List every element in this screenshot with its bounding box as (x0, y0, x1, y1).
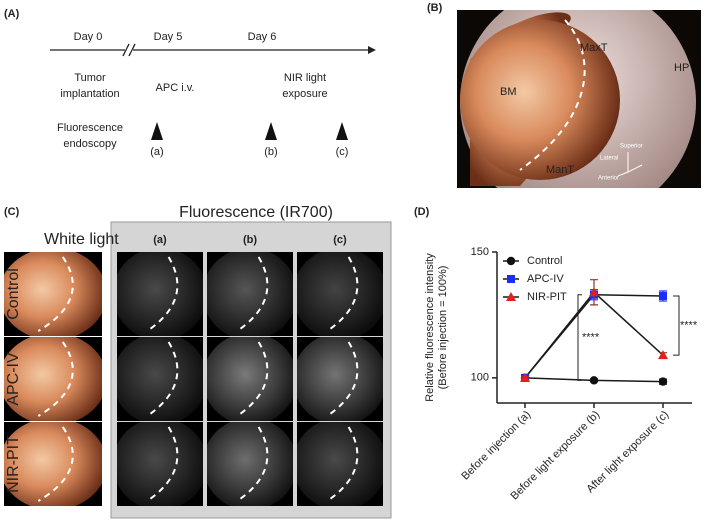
scope-view (117, 337, 203, 421)
marker (506, 292, 516, 301)
panel-label: (D) (414, 206, 430, 218)
boundary-line (37, 256, 74, 332)
endoscopy-image (4, 252, 102, 336)
endoscopy-image (207, 422, 293, 506)
column-label: (b) (243, 234, 257, 246)
legend-label: NIR-PIT (527, 291, 567, 303)
boundary-line (37, 341, 74, 417)
row-label: NIR-PIT (5, 435, 22, 493)
fluorescence-title: Fluorescence (IR700) (179, 204, 333, 221)
x-tick-label: Before injection (a) (459, 409, 533, 483)
panel-label: (C) (4, 206, 20, 218)
timepoint-label: (c) (336, 146, 349, 158)
chart: (D) 100 150 Relative fluorescence intensity… (414, 206, 698, 502)
endoscopy-image (457, 10, 701, 188)
endoscopy-image (4, 337, 102, 421)
timepoint-marker (151, 122, 348, 140)
scope-view (297, 337, 383, 421)
panel-label: (B) (427, 2, 443, 14)
endoscopy-image (4, 422, 102, 506)
row-label: Control (5, 268, 22, 320)
orientation-label: Anterior (598, 176, 619, 182)
event-label: NIR light (284, 72, 326, 84)
marker (589, 287, 599, 297)
event-label: exposure (282, 88, 327, 100)
column-label: (a) (153, 234, 167, 246)
row-label: APC-IV (5, 352, 22, 406)
endoscopy-image (207, 337, 293, 421)
region-label: ManT (546, 164, 574, 176)
event-label: APC i.v. (156, 82, 195, 94)
break-gap (125, 47, 133, 53)
region-label: BM (500, 86, 517, 98)
marker (506, 256, 516, 266)
scope-view (207, 422, 293, 506)
legend-label: Control (527, 255, 562, 267)
endoscopy-image (297, 252, 383, 336)
scope-view (297, 252, 383, 336)
event-label: Tumor (74, 72, 106, 84)
endoscopy-image (297, 422, 383, 506)
y-axis-label: Relative fluorescence intensity (424, 253, 436, 402)
column-label: (c) (333, 234, 347, 246)
scope-view (4, 252, 102, 336)
scope-view (4, 422, 102, 506)
endoscopy-image (117, 337, 203, 421)
procedure-label: Fluorescence (57, 122, 123, 134)
orientation-axes (617, 152, 643, 177)
significance-bracket (577, 294, 582, 381)
y-axis-label: (Before injection = 100%) (437, 266, 449, 390)
endoscopy-image (117, 252, 203, 336)
timeline-arrow (368, 46, 376, 54)
scope-view (207, 252, 293, 336)
scope-view (4, 337, 102, 421)
day-label: Day 5 (154, 31, 183, 43)
significance-bracket (673, 295, 680, 356)
procedure-label: endoscopy (63, 138, 117, 150)
day-label: Day 6 (248, 31, 277, 43)
y-tick-label: 150 (471, 246, 489, 258)
timepoint-label: (b) (264, 146, 277, 158)
image-grid (4, 252, 383, 506)
scope-view (117, 422, 203, 506)
event-label: implantation (60, 88, 119, 100)
region-label: MaxT (580, 42, 608, 54)
endoscopy-image (117, 422, 203, 506)
panel-label: (A) (4, 8, 20, 20)
white-light-title: White light (44, 231, 119, 248)
marker (520, 372, 530, 382)
region-label: HP (674, 62, 689, 74)
orientation-label: Lateral (600, 156, 618, 162)
timeline-break (122, 43, 136, 57)
scope-view (297, 422, 383, 506)
boundary-line (37, 426, 74, 502)
scope-view (207, 337, 293, 421)
marker (589, 376, 599, 385)
day-label: Day 0 (74, 31, 103, 43)
marker (659, 292, 667, 301)
significance-label: **** (680, 320, 698, 332)
scope-view (117, 252, 203, 336)
marker (658, 350, 668, 360)
timepoint-label: (a) (150, 146, 163, 158)
endoscopy-image (297, 337, 383, 421)
orientation-label: Superior (620, 144, 643, 150)
endoscopy-image (207, 252, 293, 336)
y-tick-label: 100 (471, 372, 489, 384)
significance-label: **** (582, 331, 600, 343)
marker (507, 275, 515, 283)
legend-label: APC-IV (527, 273, 564, 285)
marker (658, 377, 668, 386)
